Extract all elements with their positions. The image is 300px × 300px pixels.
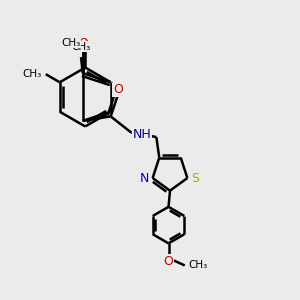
Text: CH₃: CH₃ xyxy=(188,260,208,270)
Text: O: O xyxy=(78,37,88,50)
Text: NH: NH xyxy=(133,128,152,141)
Text: CH₃: CH₃ xyxy=(61,38,81,48)
Text: CH₃: CH₃ xyxy=(22,69,41,79)
Text: CH₃: CH₃ xyxy=(71,42,91,52)
Text: S: S xyxy=(191,172,199,184)
Text: N: N xyxy=(140,172,149,184)
Text: O: O xyxy=(164,255,173,268)
Text: O: O xyxy=(113,83,123,96)
